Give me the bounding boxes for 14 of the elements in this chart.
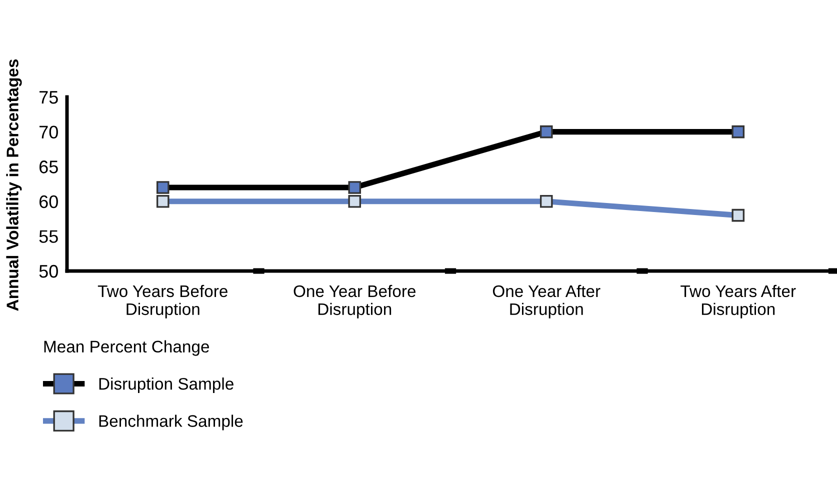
y-tick-label: 75 (40, 91, 58, 104)
legend-label: Disruption Sample (99, 378, 234, 394)
y-tick-label: 60 (40, 195, 58, 208)
y-tick-label: 55 (39, 230, 58, 243)
y-tick-label: 65 (40, 160, 58, 174)
x-tick-label: Two Years Before Disruption (98, 284, 228, 318)
x-tick-label: One Year After Disruption (492, 284, 600, 318)
y-tick-label: 50 (39, 264, 58, 278)
x-tick-label: Two Years After Disruption (680, 284, 796, 318)
y-axis-title: Annual Volatility in Percentages (6, 59, 22, 311)
y-tick-label: 70 (40, 126, 58, 139)
legend-label: Benchmark Sample (99, 414, 243, 430)
legend-title: Mean Percent Change (44, 340, 210, 356)
x-tick-label: One Year Before Disruption (294, 284, 416, 318)
